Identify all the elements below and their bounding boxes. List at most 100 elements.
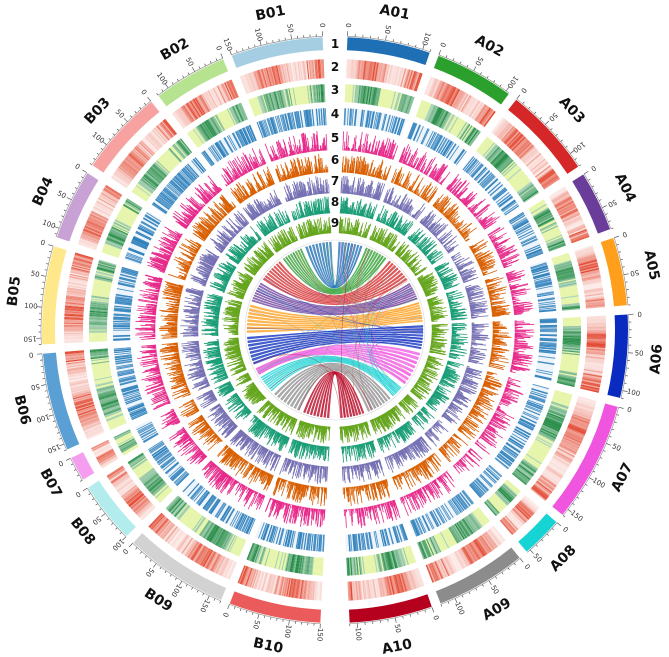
heatmap-cell [402,68,410,88]
histogram-bar [474,442,486,452]
synteny-line [343,371,372,418]
heatmap-cell [386,576,392,596]
heatmap-cell [162,524,176,541]
heatmap-cell [576,399,596,407]
heatmap-cell [249,72,257,91]
synteny-line [256,355,385,403]
heatmap-cell [488,529,502,545]
heatmap-cell [548,462,566,474]
heatmap-cell [274,575,281,595]
heatmap-cell [227,80,236,99]
heatmap-cell [373,62,378,82]
synteny-ribbon-A06-B06 [248,333,424,351]
heatmap-cell [306,60,310,80]
heatmap-cell [65,299,85,303]
heatmap-cell [120,483,137,497]
heatmap-cell [574,244,593,253]
synteny-line [373,291,415,376]
heatmap-cell [65,358,85,363]
heatmap-cell [169,529,182,546]
heatmap-cell [355,581,359,601]
heatmap-cell [405,95,413,114]
heatmap-cell [524,150,540,165]
heatmap-cell [578,261,598,268]
heatmap-cell [314,581,318,601]
heatmap-cell [292,62,297,82]
heatmap-cell [349,84,352,103]
synteny-line [295,251,421,313]
synteny-ribbon-A10-B10 [303,371,365,414]
heatmap-cell [64,325,84,328]
heatmap-cell [211,88,222,106]
heatmap-cell [545,467,562,480]
heatmap-cell [271,66,277,86]
heatmap-cell [201,549,213,567]
heatmap-cell [369,61,374,81]
heatmap-cell [403,69,411,88]
heatmap-cell [85,427,104,437]
heatmap-cell [529,157,545,171]
heatmap-cell [291,578,296,598]
heatmap-cell [157,520,172,536]
heatmap-cell [66,362,86,367]
heatmap-cell [584,292,604,298]
synteny-ribbon-A04-B04 [255,289,414,311]
heatmap-cell [321,59,324,79]
heatmap-cell [550,189,568,201]
heatmap-cell [77,407,96,415]
heatmap-cell [74,253,94,261]
heatmap-cell [268,574,274,593]
heatmap-cell [185,539,197,557]
heatmap-cell [519,500,535,515]
heatmap-cell [582,276,601,282]
heatmap-cell [352,84,356,103]
heatmap-cell [308,60,312,80]
synteny-ribbon-A10-B10 [309,372,359,416]
heatmap-cell [531,160,548,174]
heatmap-cell [92,441,110,452]
heatmap-cell [138,503,153,518]
heatmap-cell [284,63,290,83]
heatmap-cell [502,127,517,144]
histogram-bar [462,456,464,458]
heatmap-cell [551,457,569,469]
heatmap-cell [470,541,482,559]
heatmap-cell [205,551,216,569]
heatmap-cell [563,435,582,445]
heatmap-cell [79,413,98,422]
heatmap-cell [459,94,471,112]
heatmap-cell [254,570,262,590]
heatmap-cell [364,86,369,105]
heatmap-cell [112,474,130,487]
heatmap-cell [279,64,285,84]
heatmap-cell [537,478,554,491]
heatmap-cell [177,535,190,552]
heatmap-cell [577,396,597,403]
heatmap-cell [73,395,92,402]
heatmap-cell [72,262,91,269]
heatmap-cell [363,580,367,600]
heatmap-cell [115,477,132,491]
heatmap-cell [212,554,223,573]
heatmap-cell [270,66,276,86]
heatmap-cell [69,275,89,281]
heatmap-cell [64,308,84,312]
heatmap-cell [82,420,101,429]
heatmap-cell [80,416,99,425]
heatmap-cell [382,577,388,597]
heatmap-cell [586,315,606,319]
heatmap-cell [69,274,89,280]
heatmap-cell [68,376,88,382]
heatmap-cell [499,519,514,536]
histogram-bar [349,509,351,517]
heatmap-cell [252,71,260,90]
heatmap-cell [564,218,583,228]
heatmap-cell [310,59,314,79]
heatmap-cell [562,436,581,447]
heatmap-cell [543,177,561,190]
synteny-ribbon-A06-B06 [251,339,423,362]
heatmap-cell [469,542,481,560]
heatmap-cell [94,446,113,457]
heatmap-cell [551,192,570,204]
heatmap-cell [309,580,313,600]
